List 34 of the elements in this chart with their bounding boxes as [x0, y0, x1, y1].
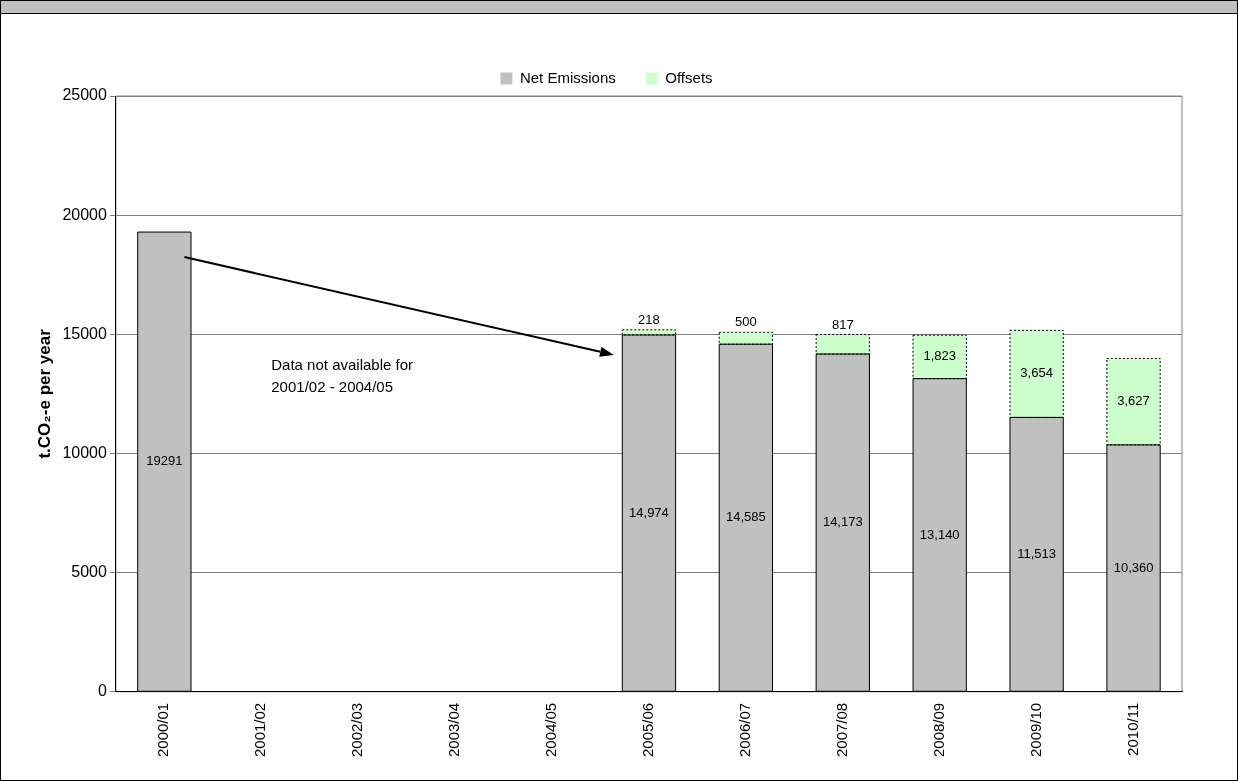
x-tick-label: 2004/05	[542, 702, 560, 758]
x-tick-label: 2003/04	[445, 702, 463, 758]
x-tick-label: 2007/08	[832, 702, 850, 758]
data-label: 10,360	[1113, 559, 1154, 575]
data-label: 13,140	[919, 526, 960, 542]
data-label: 14,585	[725, 509, 766, 525]
data-label: 3,654	[1020, 365, 1053, 381]
x-tick-label: 2000/01	[154, 702, 172, 758]
data-label: 19291	[146, 453, 183, 469]
annotation: Data not available for 2001/02 - 2004/05	[271, 356, 414, 396]
y-tick-label: 10000	[62, 443, 107, 461]
x-tick-label: 2002/03	[348, 702, 366, 758]
x-tick-label: 2008/09	[929, 702, 947, 758]
y-tick-label: 0	[97, 682, 107, 700]
y-axis-title: t.CO₂-e per year	[34, 328, 54, 459]
x-tick-label: 2010/11	[1123, 702, 1141, 756]
data-label: 14,974	[629, 504, 669, 520]
y-tick-label: 15000	[62, 324, 107, 342]
legend-label: Offsets	[665, 68, 713, 86]
data-label: 11,513	[1017, 545, 1057, 561]
y-tick-label: 5000	[71, 563, 107, 581]
y-tick-label: 20000	[62, 205, 107, 223]
data-label: 14,173	[822, 514, 863, 530]
x-tick-label: 2005/06	[639, 702, 657, 758]
x-tick-label: 2006/07	[736, 702, 754, 758]
y-tick-label: 25000	[62, 86, 107, 104]
data-label: 1,823	[923, 348, 956, 364]
data-label: 817	[831, 316, 854, 332]
x-tick-label: 2001/02	[251, 702, 269, 758]
x-tick-label: 2009/10	[1026, 702, 1044, 758]
data-label: 218	[638, 311, 660, 327]
data-label: 500	[735, 314, 757, 330]
legend-label: Net Emissions	[519, 68, 616, 86]
data-label: 3,627	[1117, 393, 1150, 409]
